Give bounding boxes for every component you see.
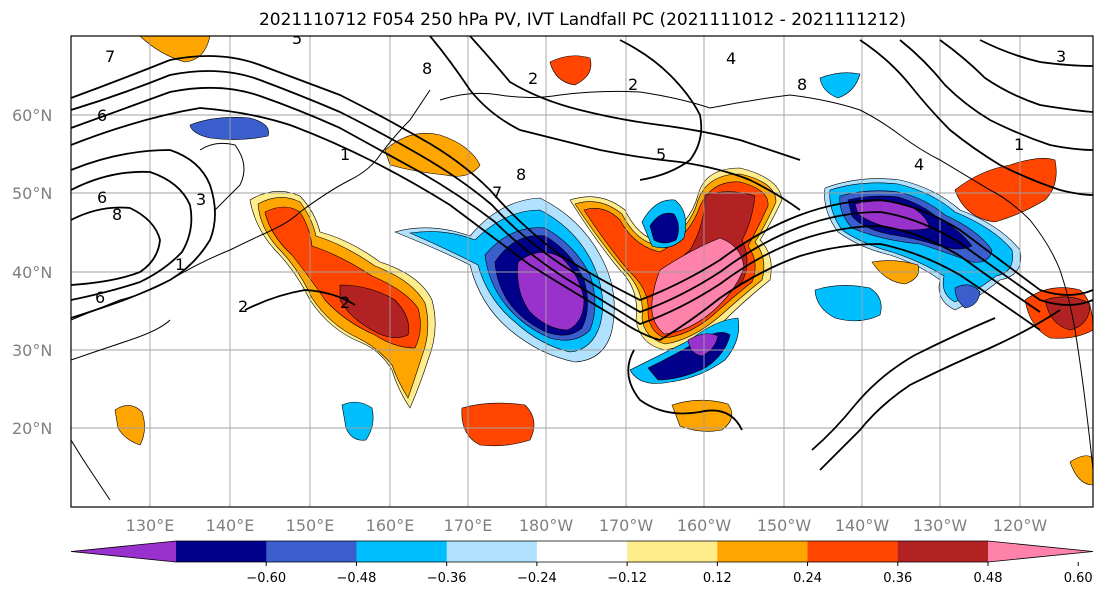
colorbar-segment [717,541,809,562]
neg-anomaly-south-central [341,401,374,441]
colorbar-segment [897,541,989,562]
contour-label: 2 [528,69,538,88]
lat-label-50n: 50°N [12,184,52,203]
pos-anomaly-bering [549,55,592,86]
pos-anomaly-top-left [139,36,211,63]
colorbar-tick-label: −0.12 [607,571,647,586]
colorbar-segment [446,541,538,562]
lon-label: 180°W [519,516,574,535]
contour-label: 1 [1014,135,1024,154]
lat-label-30n: 30°N [12,341,52,360]
colorbar-tick-label: −0.60 [246,571,286,586]
colorbar-tick-label: 0.12 [703,571,732,586]
colorbar-segment [536,541,628,562]
contour-label: 1 [340,145,350,164]
colorbar-ticks: −0.60 −0.48 −0.36 −0.24 −0.12 0.12 0.24 0.36 0.4… [246,562,1093,586]
coastlines [71,89,1093,501]
contour-label: 7 [105,47,115,66]
contour-label: 3 [1056,47,1066,66]
lon-label: 120°W [993,516,1048,535]
contour-label: 8 [112,205,122,224]
colorbar-tick-label: −0.36 [427,571,467,586]
pos-anomaly-far-east [1069,455,1093,486]
pos-anomaly-southwest [114,405,145,446]
colorbar-segment [356,541,448,562]
pos-anomaly-south-central [461,402,535,447]
lat-label-40n: 40°N [12,263,52,282]
map-content: 7 6 6 8 6 3 1 2 2 5 8 7 2 4 8 1 8 5 4 2 … [71,29,1093,507]
colorbar-tick-label: 0.36 [883,571,912,586]
colorbar-segment [176,541,267,562]
contour-label: 2 [340,293,350,312]
contour-label: 8 [422,59,432,78]
contour-label: 2 [628,75,638,94]
lat-label-60n: 60°N [12,106,52,125]
pos-anomaly-east-coast-2 [1044,296,1091,331]
colorbar-segment [266,541,357,562]
lon-label: 140°E [206,516,255,535]
figure-title: 2021110712 F054 250 hPa PV, IVT Landfall… [258,10,906,30]
neg-anomaly-165w-2 [649,212,679,244]
contour-label: 5 [656,145,666,164]
colorbar-tick-label: −0.48 [337,571,377,586]
colorbar-tick-label: 0.60 [1064,571,1093,586]
lon-label: 150°E [286,516,335,535]
lon-label: 130°E [126,516,175,535]
colorbar-extend-high [988,541,1093,562]
lon-label: 130°W [913,516,968,535]
contour-label: 6 [97,106,107,125]
colorbar-segment [627,541,718,562]
colorbar-extend-low [71,541,176,562]
colorbar-outline [70,540,1094,563]
contour-label: 6 [97,188,107,207]
map-frame [70,35,1094,508]
contour-label: 8 [516,165,526,184]
contour-label: 2 [238,297,248,316]
contour-label: 4 [914,155,924,174]
colorbar [70,540,1094,563]
neg-anomaly-mid-east [819,72,861,99]
lon-label: 150°W [757,516,812,535]
colorbar-tick-label: 0.48 [974,571,1003,586]
colorbar-tick-label: 0.24 [793,571,822,586]
neg-anomaly-140w-lower [954,284,981,309]
contour-label: 1 [175,255,185,274]
lon-label: 140°W [835,516,890,535]
pos-anomaly-northeast [954,158,1057,223]
contour-label: 8 [797,75,807,94]
lon-label: 160°W [677,516,732,535]
neg-anomaly-east-small [814,285,882,322]
lon-label: 170°E [444,516,493,535]
contour-label: 6 [95,288,105,307]
neg-anomaly-okhotsk [189,117,269,140]
latitude-labels: 60°N 50°N 40°N 30°N 20°N [12,106,52,438]
gridlines [71,36,1093,507]
contour-label: 4 [726,49,736,68]
lon-label: 160°E [366,516,415,535]
lat-label-20n: 20°N [12,419,52,438]
pos-anomaly-south-2 [671,399,733,432]
colorbar-tick-label: −0.24 [517,571,557,586]
colorbar-segment [807,541,899,562]
contour-label: 7 [492,183,502,202]
contour-label: 5 [292,29,302,48]
pv-contours [71,36,1093,471]
contour-label: 3 [196,190,206,209]
longitude-labels: 130°E 140°E 150°E 160°E 170°E 180°W 170°… [126,516,1048,535]
pos-anomaly-japan-4 [339,284,409,338]
contour-labels: 7 6 6 8 6 3 1 2 2 5 8 7 2 4 8 1 8 5 4 2 … [95,29,1066,316]
lon-label: 170°W [599,516,654,535]
